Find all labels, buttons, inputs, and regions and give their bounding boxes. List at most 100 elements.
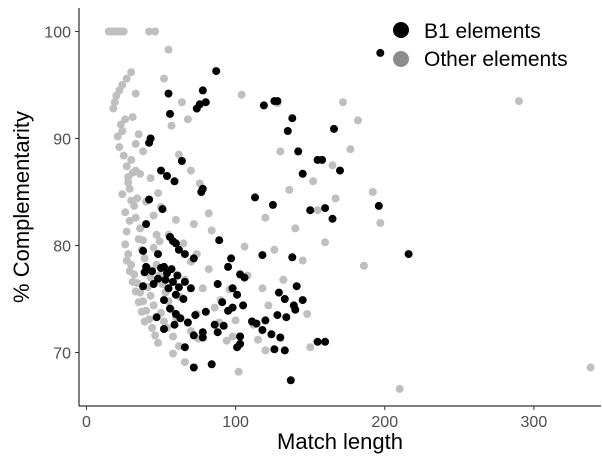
data-point xyxy=(213,280,222,288)
data-point xyxy=(233,290,242,299)
data-point xyxy=(197,188,206,196)
data-point xyxy=(164,284,173,293)
data-point xyxy=(268,200,277,209)
data-point xyxy=(313,206,322,215)
data-point xyxy=(118,81,127,89)
data-point xyxy=(167,265,176,274)
data-point xyxy=(140,254,149,263)
data-point xyxy=(330,124,338,133)
data-point xyxy=(228,284,237,293)
data-point xyxy=(313,337,322,346)
data-point xyxy=(368,188,377,196)
data-point xyxy=(119,151,128,160)
data-point xyxy=(160,317,168,326)
data-point xyxy=(167,121,176,130)
data-point xyxy=(376,219,385,227)
ticks-layer: 0 100 200 300 70 80 90 100 xyxy=(44,25,547,431)
data-point xyxy=(121,115,130,124)
data-point xyxy=(170,320,179,329)
data-point xyxy=(131,139,140,148)
data-point xyxy=(189,254,198,263)
data-point xyxy=(174,283,183,292)
y-axis-title: % Complementarity xyxy=(9,111,34,303)
data-point xyxy=(119,27,128,36)
data-point xyxy=(131,89,140,98)
data-point xyxy=(149,211,158,220)
data-point xyxy=(252,319,261,328)
data-point xyxy=(283,127,292,135)
data-point xyxy=(213,328,222,337)
data-point xyxy=(122,74,131,83)
data-point xyxy=(331,194,340,203)
data-point xyxy=(321,204,330,213)
data-point xyxy=(124,178,133,187)
data-point xyxy=(142,220,151,229)
data-point xyxy=(180,277,189,286)
data-point xyxy=(180,343,189,352)
data-point xyxy=(321,238,330,247)
data-point xyxy=(118,127,127,135)
data-point xyxy=(224,306,233,315)
data-point xyxy=(207,360,216,369)
data-point xyxy=(177,157,186,165)
data-point xyxy=(339,98,347,107)
data-point xyxy=(292,282,301,291)
data-point xyxy=(161,275,170,284)
data-point xyxy=(160,325,168,333)
data-point xyxy=(109,104,118,113)
legend-marker-b1 xyxy=(393,22,409,38)
data-point xyxy=(270,245,279,254)
data-point xyxy=(133,194,142,203)
data-point xyxy=(121,208,130,217)
data-point xyxy=(294,147,303,156)
data-point xyxy=(234,367,243,376)
data-point xyxy=(227,254,236,263)
data-point xyxy=(210,320,219,329)
data-point xyxy=(291,224,300,233)
data-point xyxy=(353,116,362,125)
data-point xyxy=(183,115,192,124)
data-point xyxy=(189,331,198,340)
data-point xyxy=(198,333,207,342)
data-point xyxy=(309,177,318,186)
data-point xyxy=(118,190,127,199)
data-point xyxy=(359,261,368,270)
data-point xyxy=(207,226,216,235)
x-tick-label: 0 xyxy=(82,414,91,431)
data-point xyxy=(183,318,192,327)
data-point xyxy=(179,295,188,303)
data-point xyxy=(198,284,207,293)
data-point xyxy=(130,201,139,210)
data-point xyxy=(346,145,355,154)
data-point xyxy=(264,301,273,310)
data-point xyxy=(218,298,227,307)
data-point xyxy=(328,161,337,170)
data-point xyxy=(155,237,164,246)
data-point xyxy=(173,271,182,280)
x-tick-label: 300 xyxy=(521,414,548,431)
data-point xyxy=(151,27,160,36)
data-point xyxy=(204,209,213,218)
data-point xyxy=(192,104,201,113)
y-tick-label: 70 xyxy=(53,346,71,363)
y-tick-label: 100 xyxy=(44,25,71,42)
data-point xyxy=(140,268,149,277)
data-point xyxy=(166,304,174,313)
data-point xyxy=(219,321,228,330)
data-point xyxy=(288,114,297,123)
data-point xyxy=(127,155,136,164)
data-point xyxy=(131,287,140,296)
data-point xyxy=(586,363,595,372)
data-point xyxy=(169,277,177,286)
data-point xyxy=(164,89,173,98)
data-point xyxy=(122,256,131,265)
data-point xyxy=(191,311,200,320)
data-point xyxy=(204,265,213,274)
data-point xyxy=(146,291,155,300)
data-point xyxy=(298,169,307,178)
data-point xyxy=(179,239,188,248)
data-point xyxy=(261,316,270,325)
data-point xyxy=(146,174,155,183)
data-point xyxy=(267,330,276,339)
data-point xyxy=(134,298,143,307)
